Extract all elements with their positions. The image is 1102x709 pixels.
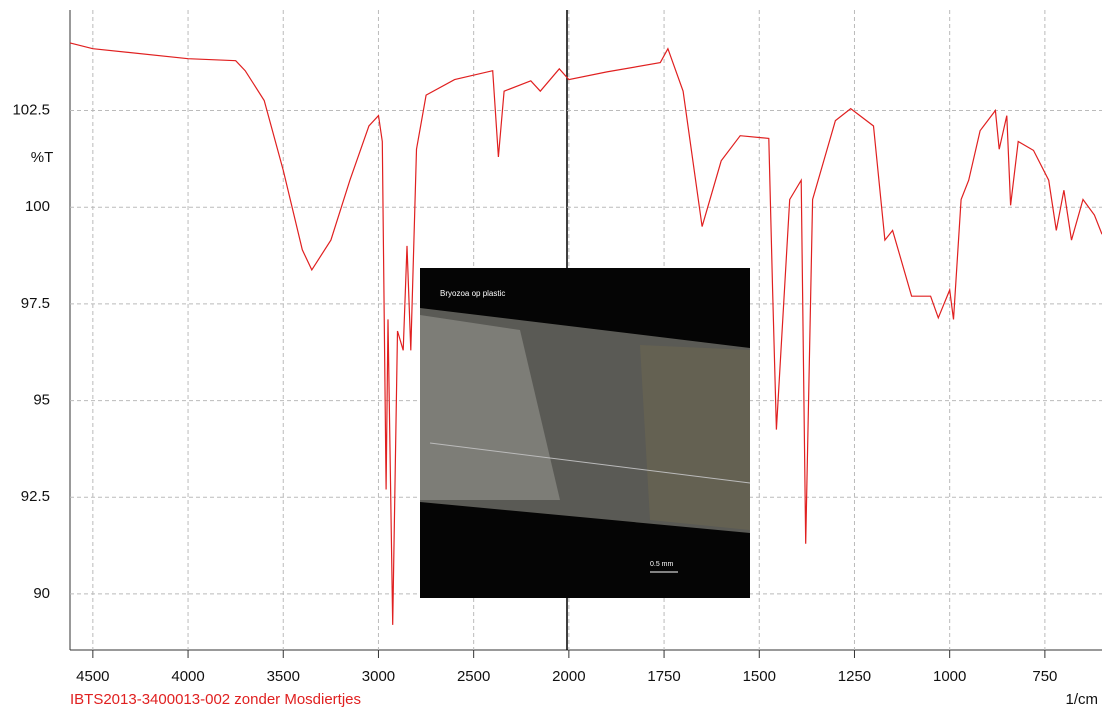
x-tick-label: 1000 — [933, 668, 966, 685]
inset-photo: Bryozoa op plastic 0.5 mm — [420, 268, 751, 598]
y-tick-label: 102.5 — [12, 102, 50, 119]
x-tick-label: 2500 — [457, 668, 490, 685]
y-tick-label: 90 — [33, 585, 50, 602]
scratch — [429, 442, 751, 484]
x-tick-label: 1750 — [647, 668, 680, 685]
x-tick-label: 3000 — [362, 668, 395, 685]
shade — [640, 345, 750, 530]
y-tick-label: 95 — [33, 392, 50, 409]
x-tick-label: 750 — [1032, 668, 1057, 685]
x-tick-label: 4500 — [76, 668, 109, 685]
y-tick-label: 100 — [25, 198, 50, 215]
x-tick-label: 3500 — [267, 668, 300, 685]
x-tick-label: 4000 — [171, 668, 204, 685]
y-tick-label: 97.5 — [21, 295, 50, 312]
inset-caption: Bryozoa op plastic — [440, 289, 505, 298]
y-tick-label: 92.5 — [21, 488, 50, 505]
x-tick-label: 2000 — [552, 668, 585, 685]
footnote: IBTS2013-3400013-002 zonder Mosdiertjes — [70, 691, 361, 708]
y-axis-label: %T — [31, 149, 54, 166]
inset-scale-label: 0.5 mm — [650, 561, 674, 568]
spectrum-line — [69, 42, 1102, 625]
x-tick-label: 1500 — [743, 668, 776, 685]
highlight — [420, 315, 560, 500]
x-tick-label: 1250 — [838, 668, 871, 685]
x-axis-label: 1/cm — [1065, 691, 1098, 708]
